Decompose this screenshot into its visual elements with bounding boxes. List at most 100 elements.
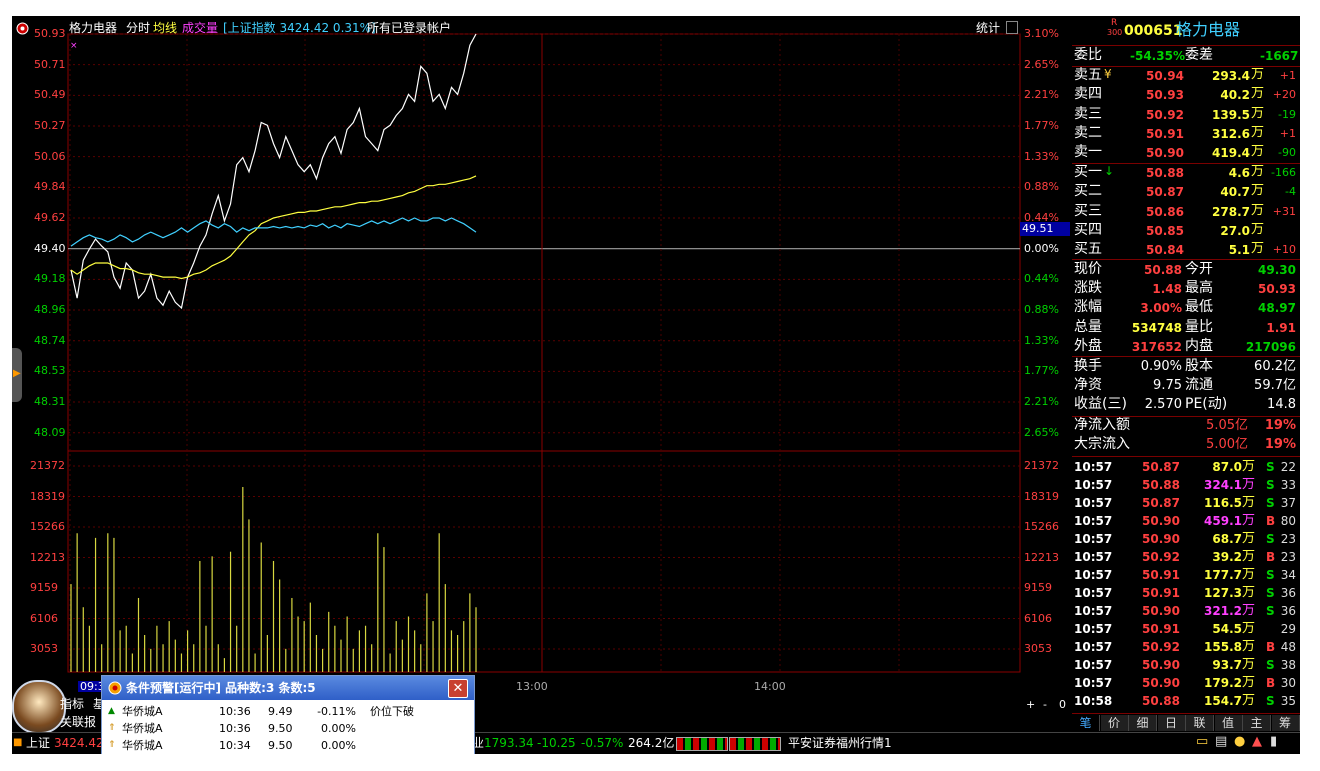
alert-close-button[interactable]: ✕ xyxy=(448,679,468,698)
right-tab[interactable]: 价 xyxy=(1100,715,1129,731)
fund-value: 9.75 xyxy=(1153,378,1182,393)
tick-time: 10:57 xyxy=(1074,478,1113,492)
volume-tick-right: 18319 xyxy=(1024,489,1059,503)
book-label: 卖三 xyxy=(1074,105,1102,122)
price-tick: 50.93 xyxy=(34,27,66,40)
right-tab[interactable]: 值 xyxy=(1214,715,1243,731)
expand-arrow-icon: ▶ xyxy=(13,368,21,379)
stat-value: 3.00% xyxy=(1140,301,1182,316)
industry-amount: 264.2亿 xyxy=(628,736,675,750)
junxian-label[interactable]: 均线 xyxy=(153,21,178,35)
book-price[interactable]: 50.86 xyxy=(1146,204,1184,219)
intraday-chart[interactable]: × xyxy=(12,16,1300,754)
notes-icon[interactable]: ▤ xyxy=(1215,734,1228,749)
fenshi-label[interactable]: 分时 xyxy=(126,21,151,35)
market-breadth-bar-1 xyxy=(676,737,728,751)
flow-label: 净流入额 xyxy=(1074,417,1130,433)
book-price[interactable]: 50.88 xyxy=(1146,166,1184,180)
right-tab[interactable]: 细 xyxy=(1129,715,1157,731)
side-collapse-handle[interactable]: ▶ xyxy=(12,348,22,402)
tick-volume: 68.7 xyxy=(1212,532,1242,546)
zoom-in-button[interactable]: + xyxy=(1026,698,1036,711)
volume-tick-left: 9159 xyxy=(30,581,58,594)
alert-stock[interactable]: 华侨城A xyxy=(122,739,163,752)
tick-side: B xyxy=(1266,550,1276,564)
book-change: +10 xyxy=(1272,243,1296,257)
book-unit: 万 xyxy=(1251,202,1265,218)
tick-volume: 93.7 xyxy=(1212,658,1242,672)
book-price[interactable]: 50.85 xyxy=(1146,223,1184,238)
alert-icon[interactable]: ▲ xyxy=(1252,734,1262,749)
tick-side: S xyxy=(1266,658,1275,672)
chart-frame xyxy=(67,33,1021,673)
zoom-out-button[interactable]: - xyxy=(1043,698,1047,711)
stats-button[interactable]: 统计 xyxy=(976,21,1001,35)
book-price[interactable]: 50.90 xyxy=(1146,146,1184,161)
book-volume: 293.4 xyxy=(1212,69,1250,83)
stat-label: 最低 xyxy=(1185,299,1213,316)
volume-label[interactable]: 成交量 xyxy=(182,21,219,35)
avatar[interactable] xyxy=(12,680,66,734)
tick-unit: 万 xyxy=(1242,477,1256,492)
alert-stock[interactable]: 华侨城A xyxy=(122,722,163,735)
book-price[interactable]: 50.93 xyxy=(1146,88,1184,103)
tick-time: 10:57 xyxy=(1074,658,1113,672)
tick-price: 50.91 xyxy=(1142,568,1180,582)
volume-tick-right: 3053 xyxy=(1024,642,1052,655)
weibi-value: -54.35% xyxy=(1130,49,1185,63)
percent-tick: 3.10% xyxy=(1024,27,1059,40)
alert-row-icon: ▲ xyxy=(108,706,115,716)
right-tab[interactable]: 日 xyxy=(1157,715,1186,731)
sh-index-label[interactable]: 上证 xyxy=(26,736,51,750)
right-tab[interactable]: 笔 xyxy=(1072,715,1100,731)
tick-side: S xyxy=(1266,460,1275,474)
volume-tick-left: 15266 xyxy=(30,520,65,533)
message-icon[interactable]: ▭ xyxy=(1196,734,1209,749)
book-price[interactable]: 50.87 xyxy=(1146,185,1184,200)
tick-price: 50.92 xyxy=(1142,640,1180,654)
tick-time: 10:57 xyxy=(1074,622,1113,636)
stat-label: 总量 xyxy=(1074,318,1102,335)
time-label-open: 09:30 xyxy=(78,680,114,693)
right-tab[interactable]: 联 xyxy=(1186,715,1214,731)
percent-tick: 0.88% xyxy=(1024,303,1059,317)
book-price[interactable]: 50.92 xyxy=(1146,107,1184,122)
right-tab[interactable]: 筹 xyxy=(1271,715,1300,731)
book-price[interactable]: 50.94 xyxy=(1146,69,1184,83)
tick-price: 50.91 xyxy=(1142,622,1180,636)
signal-icon[interactable]: ▮ xyxy=(1270,734,1278,749)
percent-tick: 1.77% xyxy=(1024,364,1059,378)
tick-volume: 321.2 xyxy=(1204,604,1242,618)
tick-volume: 179.2 xyxy=(1204,676,1242,690)
tick-side: B xyxy=(1266,640,1276,654)
tick-volume: 54.5 xyxy=(1212,622,1242,636)
alert-titlebar[interactable]: 条件预警[运行中] 品种数:3 条数:5 ✕ xyxy=(102,676,474,700)
tab-indicator[interactable]: 指标 xyxy=(60,697,85,711)
tab-related[interactable]: 关联报 xyxy=(60,715,97,729)
tick-count: 30 xyxy=(1280,676,1296,690)
book-change: +31 xyxy=(1272,204,1296,218)
price-tick: 49.84 xyxy=(34,180,66,194)
maximize-box[interactable] xyxy=(1006,21,1018,34)
book-label: 卖五 xyxy=(1074,67,1102,83)
book-change: +20 xyxy=(1272,88,1296,102)
book-price[interactable]: 50.91 xyxy=(1146,126,1184,141)
fund-label: 股本 xyxy=(1185,358,1213,374)
account-label[interactable]: 所有已登录帐户 xyxy=(367,21,452,35)
right-tab[interactable]: 主 xyxy=(1243,715,1271,731)
zoom-reset-button[interactable]: 0 xyxy=(1059,698,1066,711)
condition-alert-window[interactable]: 条件预警[运行中] 品种数:3 条数:5 ✕ ▲ 华侨城A 10:36 9.49 -0.… xyxy=(101,675,475,754)
stat-value: 49.30 xyxy=(1258,263,1296,277)
tick-side: B xyxy=(1266,676,1276,690)
tick-count: 38 xyxy=(1280,658,1296,672)
stock-name-title: 格力电器 xyxy=(69,21,118,35)
tick-unit: 万 xyxy=(1242,531,1256,546)
stat-value: 534748 xyxy=(1131,320,1182,335)
menu-icon[interactable] xyxy=(16,22,29,38)
fund-label: PE(动) xyxy=(1185,396,1228,412)
coin-icon[interactable]: ● xyxy=(1234,734,1246,749)
book-price[interactable]: 50.84 xyxy=(1146,243,1184,258)
alert-stock[interactable]: 华侨城A xyxy=(122,705,163,718)
series-line-price xyxy=(70,33,477,310)
tick-side: S xyxy=(1266,532,1275,546)
